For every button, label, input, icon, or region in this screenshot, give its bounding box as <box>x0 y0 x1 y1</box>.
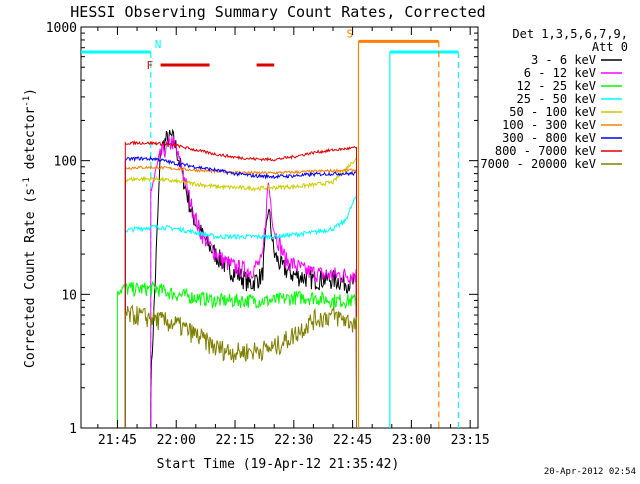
y-axis-label-sup2: -1 <box>22 96 32 107</box>
y-tick-label: 1 <box>69 422 77 437</box>
x-tick-label: 23:00 <box>392 433 431 448</box>
series-line <box>150 128 357 429</box>
flare-flag-label: F <box>147 59 154 72</box>
y-tick-label: 100 <box>54 155 77 170</box>
y-axis-label-end: ) <box>23 88 38 96</box>
series-line <box>124 155 357 428</box>
legend-entry-label: 3 - 6 keV <box>531 53 596 67</box>
plot-frame <box>80 26 479 429</box>
x-tick-label: 22:30 <box>274 433 313 448</box>
chart-title: HESSI Observing Summary Count Rates, Cor… <box>70 3 485 21</box>
footer-date: 20-Apr-2012 02:54 <box>544 467 636 477</box>
series-line <box>124 304 357 428</box>
flag-layer: NF S <box>81 27 460 428</box>
x-tick-label: 22:00 <box>157 433 196 448</box>
x-tick-label: 23:15 <box>451 433 490 448</box>
x-tick-label: 21:45 <box>98 433 137 448</box>
y-axis-label-mid: detector <box>23 107 38 178</box>
x-tick-label: 22:15 <box>215 433 254 448</box>
legend-entry-label: 25 - 50 keV <box>517 92 596 106</box>
series-layer <box>116 128 357 429</box>
y-tick-label: 1000 <box>46 21 77 36</box>
y-axis-label-main: Corrected Count Rate (s <box>23 188 38 368</box>
series-line <box>116 280 357 428</box>
series-line <box>124 195 357 428</box>
flag-label: N <box>155 38 162 51</box>
legend-entry-label: 300 - 800 keV <box>502 131 596 145</box>
x-tick-label: 22:45 <box>333 433 372 448</box>
legend-entry-label: 6 - 12 keV <box>524 66 596 80</box>
x-axis-label: Start Time (19-Apr-12 21:35:42) <box>157 457 400 472</box>
y-axis-label: Corrected Count Rate (s-1 detector-1) <box>22 88 38 368</box>
series-line <box>150 135 357 429</box>
axis-layer: 21:45 22:00 22:15 22:30 22:45 23:00 23:15 1 10 10… <box>46 21 490 448</box>
legend-entry-label: 12 - 25 keV <box>517 79 596 93</box>
legend-header-detectors: Det 1,3,5,6,7,9, <box>512 27 628 41</box>
legend-entry-label: 800 - 7000 keV <box>495 144 596 158</box>
y-tick-label: 10 <box>61 288 77 303</box>
series-line <box>124 156 357 428</box>
plot-border <box>80 26 479 429</box>
legend-header-attenuator: Att 0 <box>592 40 628 54</box>
legend-entry-label: 50 - 100 keV <box>509 105 596 119</box>
y-axis-label-sup1: -1 <box>22 177 32 188</box>
series-line <box>124 140 357 428</box>
legend-entry-label: 100 - 300 keV <box>502 118 596 132</box>
legend-entry-label: 7000 - 20000 keV <box>480 157 596 171</box>
flag-label: S <box>346 27 353 40</box>
